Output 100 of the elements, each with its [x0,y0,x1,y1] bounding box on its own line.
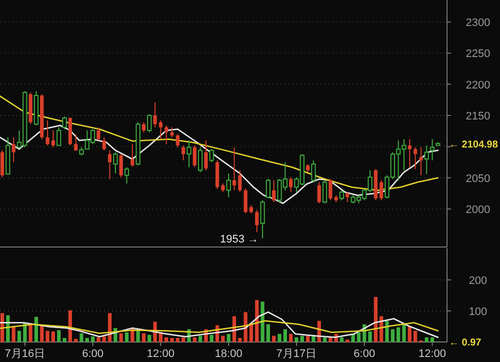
candlestick [176,134,180,148]
candlestick [192,144,196,168]
bar [424,337,428,342]
candlestick [408,138,412,168]
annotation: ← 0.97 [449,338,482,349]
candlestick [414,146,418,170]
bar [322,337,327,342]
candlestick [339,190,344,201]
bar [414,330,418,342]
bar [430,337,434,342]
bar [40,325,44,342]
bar [124,332,129,342]
bar [300,336,304,342]
candlestick [96,126,100,141]
y-tick-label: 2050 [466,172,490,185]
bar [46,330,50,342]
candlestick [346,192,350,203]
candlestick [102,136,106,151]
candlestick [232,146,236,191]
x-tick-label: 12:00 [418,348,446,360]
bar [210,334,214,342]
bar [85,338,89,342]
candlestick [142,122,146,133]
candlestick [272,180,276,203]
x-tick-label: 18:00 [214,348,242,360]
bar [283,329,287,342]
bar [17,330,22,342]
bar [306,336,310,342]
bar [62,338,66,342]
bar [51,331,55,342]
candlestick [158,120,163,140]
candlestick [430,138,435,161]
bar [28,324,32,342]
bar [34,316,38,342]
candlestick [317,182,321,204]
candlestick [238,170,242,193]
candlestick [328,178,332,201]
bar [266,324,270,342]
candlestick [119,154,123,178]
bar [368,331,372,342]
x-tick-label: 6:00 [354,348,376,360]
y-tick-label: 2250 [466,48,490,60]
bar [356,332,361,342]
candlestick [198,146,203,173]
candlestick [170,126,174,138]
bar [385,320,389,342]
bar [80,333,84,342]
candlestick [113,152,118,174]
bar [176,338,180,342]
candlestick [51,130,55,148]
bar [182,337,186,342]
bar [57,330,61,342]
candlestick [209,148,214,163]
bar [164,337,168,342]
candlestick [260,200,265,239]
x-tick-label: 6:00 [82,348,104,360]
candlestick [289,176,293,193]
bar [374,296,378,342]
y-tick-label: 200 [468,274,488,287]
candlestick [255,210,259,233]
candlestick [108,150,112,180]
candlestick [153,102,157,128]
candlestick [424,144,429,175]
bar [278,334,282,342]
candlestick [266,178,271,199]
bar [96,337,100,342]
bar [396,327,400,342]
candlestick [164,124,168,145]
y-tick-label: 2300 [466,16,490,29]
bar [221,336,225,342]
bar [12,326,16,342]
x-tick-label: 12:00 [146,348,174,360]
candlestick [322,180,328,204]
y-tick-label: 2000 [466,204,490,216]
candlestick [130,144,134,168]
x-tick-label: 7月17日 [276,348,317,360]
candlestick [124,166,130,184]
annotation: ← 2104.98 [449,140,498,151]
x-tick-label: 7月16日 [4,348,46,360]
bar [198,336,202,342]
bar [402,324,406,342]
bar [260,302,264,342]
candlestick [419,146,423,176]
bar [192,337,196,342]
candlestick [311,160,316,183]
candlestick [186,140,192,168]
bar [272,336,276,342]
y-tick-label: 100 [468,306,488,318]
bar [119,333,123,342]
annotation: 1953 → [220,233,259,246]
candlestick [244,188,248,214]
candlestick [204,140,208,171]
candlestick [0,150,4,178]
candlestick [56,126,62,146]
bar [238,338,242,342]
bar [148,334,152,342]
bar [340,337,344,342]
bar [289,334,293,342]
candlestick [74,134,78,152]
candlestick [46,120,50,146]
